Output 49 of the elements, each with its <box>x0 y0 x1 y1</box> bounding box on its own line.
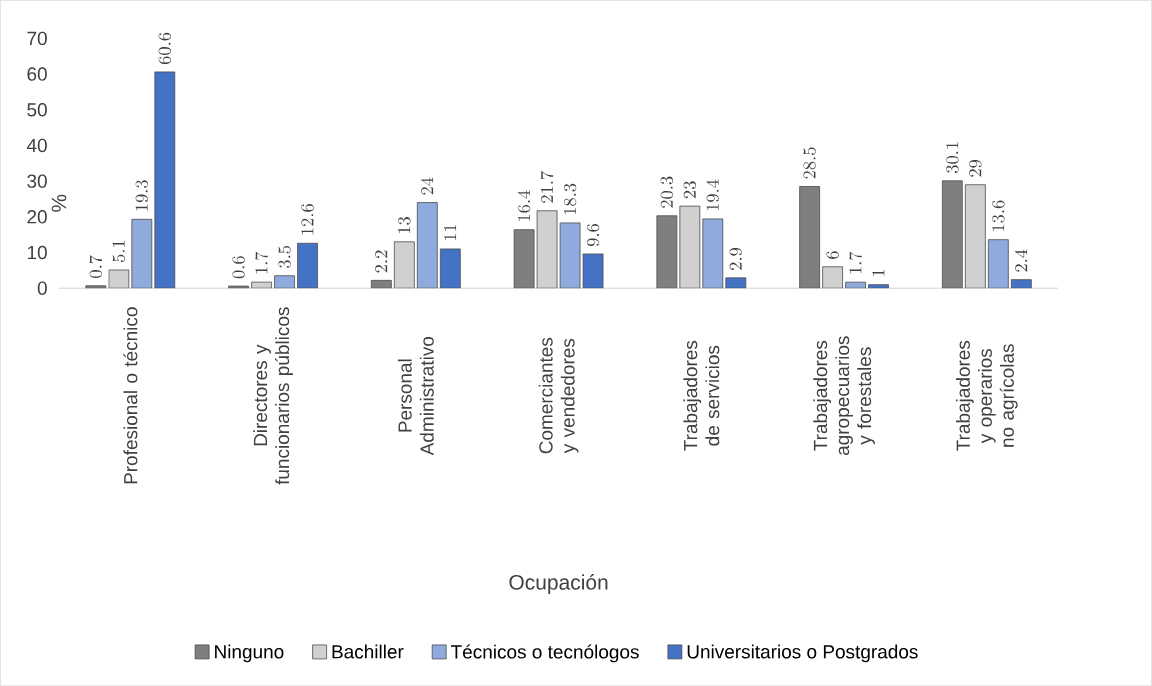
x-tick-label: Comerciantes y vendedores <box>538 337 579 454</box>
y-axis-title: % <box>51 194 67 212</box>
data-label: 5. 1 <box>112 240 126 262</box>
x-tick-label: Profesional o técnico <box>123 307 138 484</box>
y-tick-label: 70 <box>27 31 47 45</box>
data-label: 1 <box>872 269 885 276</box>
data-label: 12.6 <box>301 203 314 235</box>
legend-label: Bachiller <box>332 644 404 659</box>
data-label: 19.4 <box>706 179 720 211</box>
y-tick-label: 40 <box>26 138 47 153</box>
x-tick-label: Trabajadores agropecuarios y forestales <box>813 336 875 455</box>
data-label: 16.4 <box>517 190 531 221</box>
data-label: 1 .7 <box>849 251 862 274</box>
data-label: 13 <box>398 216 411 233</box>
data-label: 13.6 <box>992 200 1005 231</box>
y-tick-label: 30 <box>27 174 47 188</box>
y-tick-label: 50 <box>27 102 47 117</box>
legend-label: Ninguno <box>215 644 284 663</box>
data-label: 2.9 <box>729 247 743 270</box>
data-label: 30. 1 <box>946 142 959 173</box>
data-label: 19.3 <box>135 180 149 211</box>
data-label: 1 .7 <box>255 251 268 274</box>
x-tick-label: Directores y funcionarios públicos <box>253 307 293 485</box>
legend-label: Técnicos o tecnólogos <box>451 644 639 663</box>
data-label: 9.6 <box>586 223 600 246</box>
data-label: 24 <box>420 177 434 195</box>
y-tick-label: 0 <box>37 281 47 295</box>
data-label: 21 .7 <box>540 170 554 203</box>
data-label: 2.2 <box>375 250 388 273</box>
data-label: 29 <box>969 159 982 177</box>
data-label: 0.7 <box>89 255 103 278</box>
y-tick-label: 60 <box>27 67 47 81</box>
data-label: 11 <box>444 224 457 241</box>
data-label: 6 <box>826 251 839 259</box>
data-label: 18.3 <box>563 183 577 215</box>
x-tick-label: Personal Administrativo <box>397 336 434 456</box>
y-tick-label: 20 <box>27 209 47 224</box>
data-label: 28.5 <box>803 147 816 179</box>
data-label: 2.4 <box>1014 249 1028 272</box>
data-label: 23 <box>683 181 697 198</box>
x-tick-label: Trabajadores y operarios no agrícolas <box>956 340 1018 451</box>
legend-label: Universitarios o Postgrados <box>687 644 918 663</box>
x-tick-label: Trabajadores de servicios <box>683 340 720 451</box>
data-label: 3.5 <box>278 245 291 268</box>
data-label: 20.3 <box>660 176 674 208</box>
data-label: 0.6 <box>232 256 245 279</box>
y-tick-label: 10 <box>27 245 47 260</box>
data-label: 60.6 <box>158 32 171 64</box>
x-axis-title: Ocupación <box>509 573 608 594</box>
